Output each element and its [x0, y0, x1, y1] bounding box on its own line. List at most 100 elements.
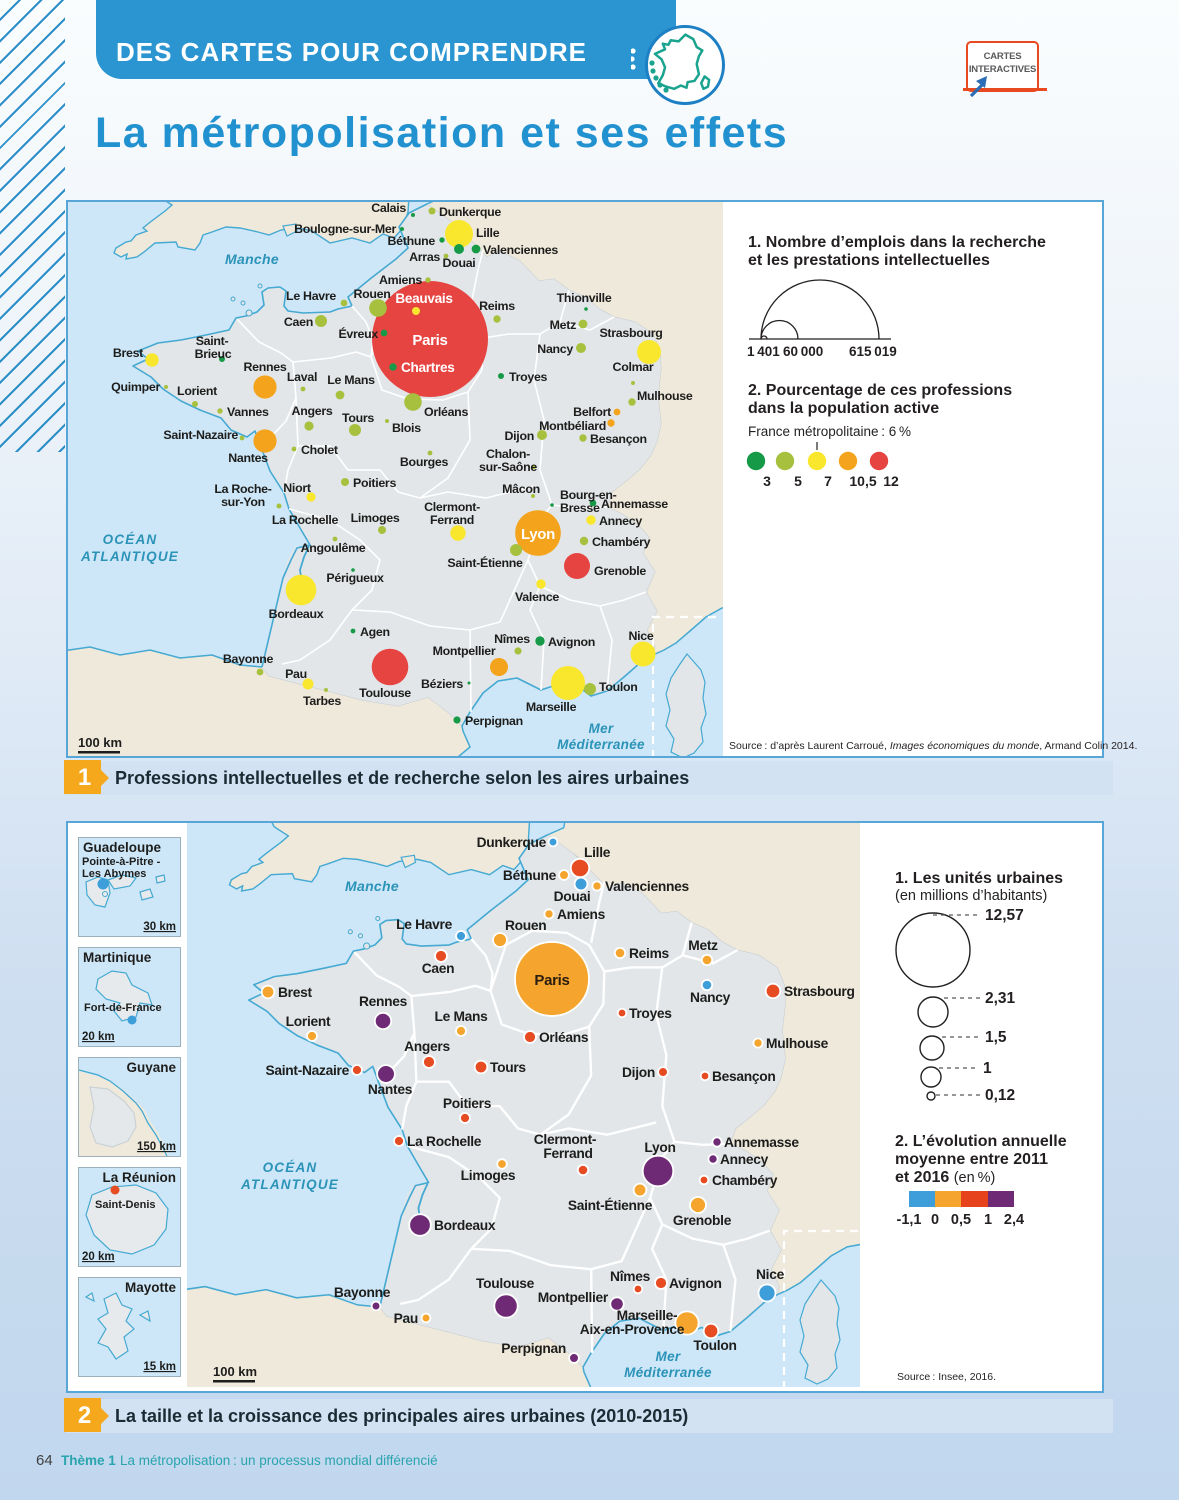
- svg-text:Grenoble: Grenoble: [673, 1213, 732, 1228]
- svg-text:Lille: Lille: [584, 845, 611, 860]
- svg-text:Toulouse: Toulouse: [359, 686, 411, 700]
- svg-text:Manche: Manche: [345, 878, 399, 894]
- svg-text:150 km: 150 km: [137, 1141, 176, 1153]
- svg-text:Nantes: Nantes: [368, 1082, 413, 1097]
- svg-text:Caen: Caen: [422, 961, 455, 976]
- svg-text:La Roche-: La Roche-: [214, 482, 271, 496]
- svg-text:Lille: Lille: [476, 226, 500, 240]
- svg-text:Angers: Angers: [292, 404, 333, 418]
- svg-text:Tours: Tours: [490, 1060, 526, 1075]
- svg-text:Toulouse: Toulouse: [476, 1276, 535, 1291]
- svg-text:Thionville: Thionville: [557, 291, 612, 305]
- svg-text:Perpignan: Perpignan: [465, 714, 523, 728]
- svg-text:Toulon: Toulon: [693, 1338, 736, 1353]
- svg-text:Poitiers: Poitiers: [353, 476, 396, 490]
- svg-text:Mer: Mer: [589, 721, 614, 736]
- svg-text:Amiens: Amiens: [557, 907, 606, 922]
- svg-text:1,5: 1,5: [985, 1029, 1007, 1046]
- svg-text:Orléans: Orléans: [424, 405, 468, 419]
- svg-text:Ferrand: Ferrand: [543, 1146, 592, 1161]
- svg-text:Marseille-: Marseille-: [617, 1308, 678, 1323]
- svg-text:Saint-Denis: Saint-Denis: [95, 1199, 156, 1211]
- svg-text:Belfort: Belfort: [573, 405, 611, 419]
- svg-text:Méditerranée: Méditerranée: [557, 737, 645, 752]
- svg-text:Valenciennes: Valenciennes: [605, 879, 689, 894]
- svg-text:2,31: 2,31: [985, 990, 1016, 1007]
- svg-text:Le Havre: Le Havre: [286, 289, 336, 303]
- svg-text:ATLANTIQUE: ATLANTIQUE: [80, 549, 179, 564]
- svg-text:Douai: Douai: [443, 256, 476, 270]
- svg-text:Angoulême: Angoulême: [301, 541, 366, 555]
- svg-text:sur-Saône: sur-Saône: [479, 460, 537, 474]
- svg-text:Annemasse: Annemasse: [601, 497, 668, 511]
- svg-text:Guadeloupe: Guadeloupe: [83, 840, 161, 855]
- svg-text:Nancy: Nancy: [537, 342, 573, 356]
- svg-text:Bresse: Bresse: [560, 501, 600, 515]
- svg-text:Pau: Pau: [394, 1311, 418, 1326]
- svg-text:Rennes: Rennes: [244, 360, 287, 374]
- svg-text:Angers: Angers: [404, 1039, 450, 1054]
- svg-text:Montpellier: Montpellier: [433, 644, 496, 658]
- svg-text:La Rochelle: La Rochelle: [272, 513, 339, 527]
- svg-text:Perpignan: Perpignan: [501, 1341, 566, 1356]
- svg-text:15 km: 15 km: [143, 1361, 176, 1373]
- svg-text:Valenciennes: Valenciennes: [483, 243, 558, 257]
- svg-text:Marseille: Marseille: [526, 700, 577, 714]
- svg-text:Saint-Nazaire: Saint-Nazaire: [163, 428, 238, 442]
- svg-text:Le Havre: Le Havre: [396, 917, 453, 932]
- svg-text:Évreux: Évreux: [338, 326, 378, 341]
- svg-text:Bourges: Bourges: [400, 455, 449, 469]
- svg-text:Strasbourg: Strasbourg: [599, 326, 662, 340]
- svg-text:Périgueux: Périgueux: [326, 571, 384, 585]
- svg-text:Pau: Pau: [285, 667, 307, 681]
- svg-text:Bordeaux: Bordeaux: [434, 1218, 496, 1233]
- svg-text:Mâcon: Mâcon: [502, 482, 540, 496]
- svg-text:Saint-: Saint-: [196, 334, 229, 348]
- svg-text:Vannes: Vannes: [227, 405, 269, 419]
- svg-text:Montbéliard: Montbéliard: [539, 419, 606, 433]
- svg-text:Douai: Douai: [554, 889, 591, 904]
- svg-text:Nice: Nice: [629, 629, 654, 643]
- svg-text:Dijon: Dijon: [622, 1065, 655, 1080]
- svg-text:Bordeaux: Bordeaux: [269, 607, 324, 621]
- svg-text:Reims: Reims: [479, 299, 515, 313]
- svg-text:Montpellier: Montpellier: [538, 1290, 609, 1305]
- svg-text:Mayotte: Mayotte: [125, 1280, 176, 1295]
- svg-text:Rouen: Rouen: [353, 287, 390, 301]
- svg-text:Avignon: Avignon: [548, 635, 595, 649]
- svg-text:Nancy: Nancy: [690, 990, 731, 1005]
- svg-text:Mulhouse: Mulhouse: [766, 1036, 829, 1051]
- svg-text:Béziers: Béziers: [421, 677, 463, 691]
- svg-text:1: 1: [984, 1212, 992, 1228]
- svg-text:Guyane: Guyane: [126, 1060, 176, 1075]
- svg-text:Saint-Étienne: Saint-Étienne: [568, 1197, 653, 1213]
- svg-text:Besançon: Besançon: [712, 1069, 776, 1084]
- svg-text:Brest: Brest: [278, 985, 312, 1000]
- svg-text:Béthune: Béthune: [388, 234, 436, 248]
- svg-text:Cholet: Cholet: [301, 443, 338, 457]
- svg-text:Metz: Metz: [550, 318, 576, 332]
- svg-text:Troyes: Troyes: [629, 1006, 672, 1021]
- svg-text:Limoges: Limoges: [461, 1168, 516, 1183]
- svg-text:7: 7: [824, 473, 832, 489]
- svg-text:Bayonne: Bayonne: [334, 1285, 391, 1300]
- svg-text:OCÉAN: OCÉAN: [103, 532, 158, 547]
- svg-text:Orléans: Orléans: [539, 1030, 589, 1045]
- svg-text:Avignon: Avignon: [669, 1276, 722, 1291]
- svg-text:30 km: 30 km: [143, 921, 176, 933]
- svg-text:Chambéry: Chambéry: [712, 1173, 778, 1188]
- svg-text:Limoges: Limoges: [351, 511, 400, 525]
- svg-text:10,5: 10,5: [849, 473, 876, 489]
- svg-text:Rouen: Rouen: [505, 918, 546, 933]
- svg-text:Mer: Mer: [656, 1349, 681, 1364]
- svg-text:Saint-Étienne: Saint-Étienne: [447, 555, 523, 570]
- svg-text:Arras: Arras: [409, 250, 440, 264]
- svg-text:0,5: 0,5: [951, 1212, 971, 1228]
- svg-text:Annecy: Annecy: [720, 1152, 769, 1167]
- svg-text:Annemasse: Annemasse: [724, 1135, 799, 1150]
- svg-text:Les Abymes: Les Abymes: [82, 868, 146, 880]
- svg-text:Boulogne-sur-Mer: Boulogne-sur-Mer: [294, 222, 396, 236]
- svg-text:Lorient: Lorient: [286, 1014, 331, 1029]
- svg-text:Nice: Nice: [756, 1267, 785, 1282]
- svg-text:Agen: Agen: [360, 625, 390, 639]
